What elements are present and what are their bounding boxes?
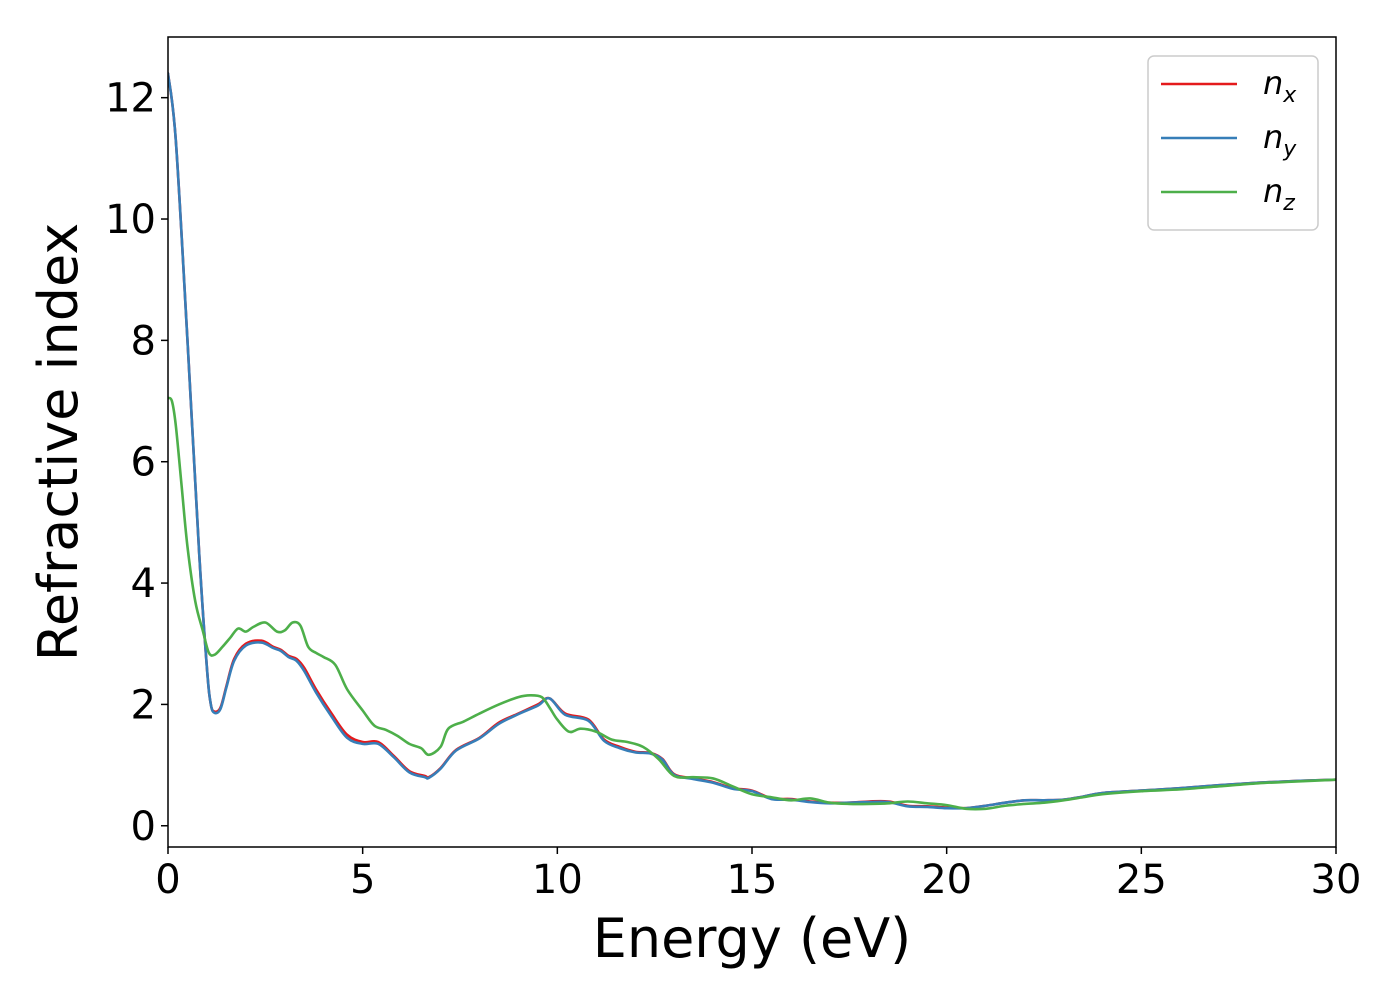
y-axis-title: Refractive index: [27, 223, 90, 662]
series-line-nz: [168, 396, 1336, 811]
legend-box: [1147, 55, 1319, 231]
series-line-ny: [168, 72, 1336, 810]
y-axis-ticks: 0 2 4 6 8 10 12: [105, 76, 168, 850]
x-tick-label: 10: [532, 857, 583, 903]
x-tick-label: 5: [350, 857, 375, 903]
x-tick-label: 20: [921, 857, 972, 903]
y-tick-label: 2: [131, 682, 156, 728]
x-axis-title: Energy (eV): [593, 907, 912, 970]
x-tick-label: 15: [727, 857, 778, 903]
legend-label-nz: nz: [1263, 172, 1295, 216]
y-tick-label: 4: [131, 561, 156, 607]
legend-label-ny: ny: [1263, 118, 1297, 162]
x-tick-label: 0: [155, 857, 180, 903]
y-tick-label: 10: [105, 197, 156, 243]
y-tick-label: 12: [105, 76, 156, 122]
legend-label-nx: nx: [1263, 64, 1297, 108]
legend: nx ny nz: [1147, 55, 1319, 231]
y-tick-label: 8: [131, 318, 156, 364]
series-layer: [168, 72, 1336, 811]
y-tick-label: 0: [131, 804, 156, 850]
y-tick-label: 6: [131, 440, 156, 486]
x-axis-ticks: 0 5 10 15 20 25 30: [155, 847, 1361, 903]
x-tick-label: 30: [1311, 857, 1362, 903]
x-tick-label: 25: [1116, 857, 1167, 903]
